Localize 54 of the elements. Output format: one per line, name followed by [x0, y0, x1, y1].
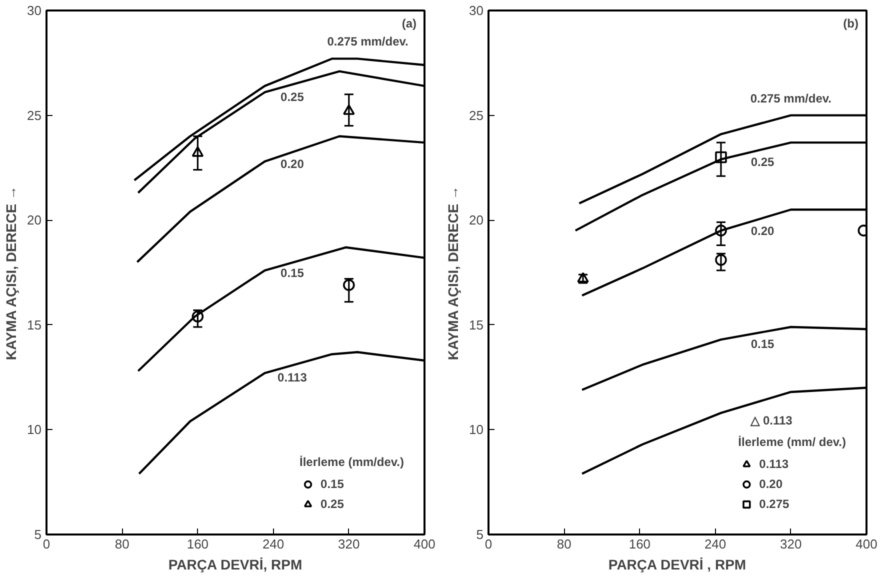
- x-tick-label: 400: [414, 536, 436, 552]
- y-tick-label: 5: [34, 527, 42, 542]
- y-tick-label: 30: [27, 3, 42, 18]
- x-tick-label: 0: [484, 536, 492, 552]
- x-tick-label: 80: [556, 536, 572, 552]
- point: [192, 146, 204, 157]
- x-axis-title: PARÇA DEVRİ , RPM: [608, 556, 746, 572]
- x-tick-label: 240: [262, 536, 284, 552]
- y-tick-label: 5: [476, 527, 484, 542]
- x-tick-label: 0: [42, 536, 50, 552]
- annotation: 0.20: [280, 156, 304, 171]
- y-tick-label: 30: [469, 3, 484, 18]
- point: [715, 151, 727, 164]
- annotation: 0.20: [750, 224, 775, 238]
- x-tick-label: 160: [628, 536, 651, 552]
- point: [343, 279, 355, 291]
- legend-label: 0.113: [759, 457, 789, 471]
- annotation: 0.275 mm/dev.: [750, 91, 832, 106]
- point: [715, 224, 727, 236]
- x-tick-label: 80: [114, 536, 130, 552]
- y-tick-label: 25: [27, 108, 42, 123]
- legend-label: 0.15: [320, 477, 344, 491]
- annotation: 0.25: [280, 90, 304, 104]
- y-tick-label: 25: [469, 108, 484, 123]
- legend-label: 0.25: [320, 497, 344, 511]
- x-tick-label: 400: [856, 536, 878, 552]
- y-tick-label: 15: [469, 317, 484, 332]
- text: (b): [843, 16, 859, 30]
- legend-title: İlerleme (mm/ dev.): [738, 435, 846, 449]
- x-tick-label: 240: [704, 536, 726, 552]
- annotation: 0.275 mm/dev.: [327, 34, 408, 49]
- y-tick-label: 10: [469, 422, 484, 438]
- annotation: △ 0.113: [750, 414, 793, 428]
- point: [192, 310, 204, 322]
- y-axis-title: KAYMA AÇISI, DERECE →: [445, 186, 462, 360]
- y-tick-label: 15: [27, 317, 42, 332]
- y-tick-label: 20: [469, 212, 484, 228]
- text: (a): [402, 16, 417, 30]
- legend-label: 0.20: [759, 477, 783, 491]
- x-tick-label: 320: [338, 536, 360, 552]
- annotation: 0.15: [750, 337, 775, 352]
- y-axis-title: KAYMA AÇISI, DERECE →: [3, 186, 20, 360]
- legend-title: İlerleme (mm/dev.): [300, 455, 404, 469]
- y-tick-label: 10: [27, 422, 42, 438]
- x-tick-label: 160: [186, 536, 209, 552]
- annotation: 0.113: [278, 370, 308, 385]
- annotation: 0.25: [750, 154, 775, 169]
- point: [715, 254, 727, 266]
- x-axis-title: PARÇA DEVRİ, RPM: [168, 556, 302, 572]
- x-tick-label: 320: [780, 536, 802, 552]
- annotation: 0.15: [280, 266, 304, 280]
- y-tick-label: 20: [27, 212, 42, 228]
- legend-label: 0.275: [759, 497, 790, 511]
- point: [343, 104, 355, 115]
